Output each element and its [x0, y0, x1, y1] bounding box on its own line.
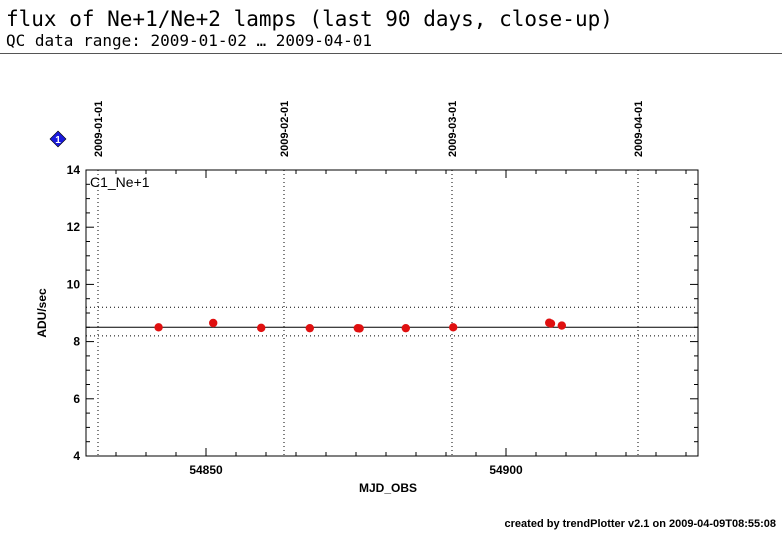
- y-tick-label: 14: [67, 163, 81, 177]
- data-point: [546, 319, 556, 328]
- y-tick-label: 12: [67, 220, 81, 234]
- y-tick-label: 10: [67, 277, 81, 291]
- data-point: [209, 318, 218, 328]
- marker-label: 1: [55, 135, 61, 146]
- x-axis-label: MJD_OBS: [359, 481, 417, 495]
- y-tick-label: 6: [73, 392, 80, 406]
- date-marker-label: 2009-02-01: [279, 101, 291, 157]
- date-marker-label: 2009-03-01: [447, 101, 459, 157]
- header-divider: [0, 53, 782, 54]
- data-point: [257, 323, 266, 333]
- panel-label: C1_Ne+1: [90, 174, 150, 190]
- chart-subtitle: QC data range: 2009-01-02 … 2009-04-01: [6, 31, 373, 50]
- x-tick-label: 54900: [489, 463, 523, 477]
- data-point: [305, 323, 314, 333]
- data-point: [355, 324, 364, 333]
- y-tick-label: 4: [73, 449, 80, 463]
- generator-credit: created by trendPlotter v2.1 on 2009-04-…: [504, 518, 776, 530]
- chart-title: flux of Ne+1/Ne+2 lamps (last 90 days, c…: [6, 7, 613, 31]
- data-point: [154, 323, 163, 332]
- data-point: [401, 323, 410, 333]
- date-marker-label: 2009-01-01: [93, 101, 105, 157]
- data-point: [449, 323, 458, 332]
- plot-frame: [85, 169, 699, 457]
- data-point: [557, 321, 566, 330]
- y-tick-label: 8: [73, 335, 80, 349]
- date-marker-label: 2009-04-01: [633, 101, 645, 157]
- diamond-marker-icon[interactable]: 1: [49, 130, 67, 148]
- y-axis-label: ADU/sec: [35, 288, 49, 338]
- x-tick-label: 54850: [189, 463, 223, 477]
